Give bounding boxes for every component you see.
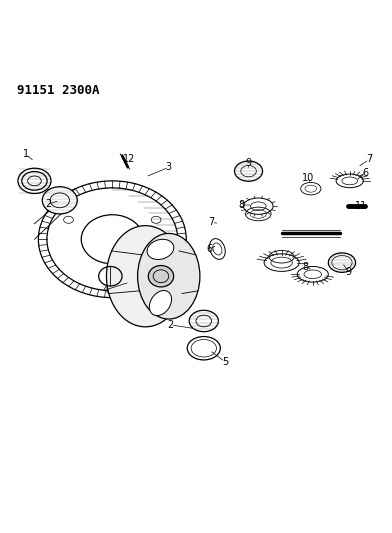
Text: 9: 9 — [245, 158, 252, 168]
Ellipse shape — [148, 265, 174, 287]
Ellipse shape — [149, 290, 172, 316]
Ellipse shape — [328, 253, 356, 272]
Text: 5: 5 — [222, 357, 228, 367]
Ellipse shape — [107, 225, 184, 327]
Text: 6: 6 — [207, 244, 213, 254]
Ellipse shape — [138, 233, 200, 319]
Ellipse shape — [245, 207, 271, 221]
Text: 3: 3 — [166, 162, 172, 172]
Text: 9: 9 — [345, 266, 352, 277]
Ellipse shape — [189, 310, 218, 332]
Text: 8: 8 — [238, 200, 245, 210]
Text: 8: 8 — [303, 262, 309, 271]
Ellipse shape — [42, 187, 77, 214]
Ellipse shape — [234, 161, 263, 181]
Text: 2: 2 — [45, 199, 51, 209]
Ellipse shape — [187, 336, 220, 360]
Ellipse shape — [81, 215, 143, 264]
Ellipse shape — [269, 251, 294, 263]
Text: 91151 2300A: 91151 2300A — [17, 84, 100, 96]
Text: 12: 12 — [123, 154, 135, 164]
Ellipse shape — [301, 182, 321, 195]
Text: 2: 2 — [167, 320, 174, 330]
Text: 7: 7 — [209, 217, 215, 227]
Text: 6: 6 — [362, 168, 368, 178]
Text: 11: 11 — [355, 201, 368, 211]
Text: 10: 10 — [302, 173, 314, 183]
Ellipse shape — [18, 168, 51, 193]
Text: 1: 1 — [23, 149, 29, 159]
Text: 4: 4 — [103, 285, 109, 295]
Ellipse shape — [147, 239, 174, 260]
Text: 7: 7 — [366, 155, 372, 165]
